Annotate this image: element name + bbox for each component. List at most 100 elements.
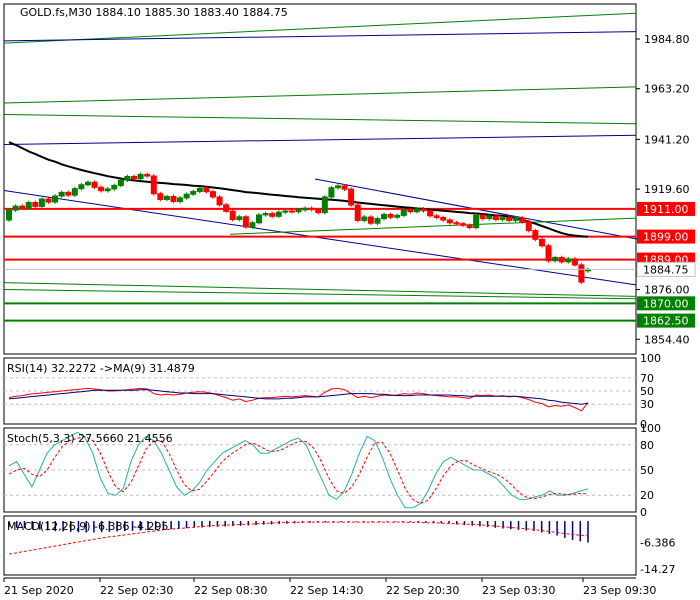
- triangle-lower-line: [229, 217, 637, 235]
- candle-body-15: [104, 188, 111, 192]
- trend-line-4: [3, 134, 637, 145]
- level-badge-1870.00: [637, 296, 695, 311]
- main-ytick-label-1: 1963.20: [644, 83, 690, 96]
- time-tick-label-1: 22 Sep 02:30: [100, 584, 173, 597]
- candle-body-41: [275, 211, 282, 217]
- candle-body-28: [190, 190, 197, 195]
- rsi-ytick-label-4: 0: [640, 418, 647, 431]
- candle-body-66: [440, 216, 447, 221]
- rsi-ytick-label-2: 50: [640, 385, 654, 398]
- trend-line-3: [3, 114, 637, 125]
- candle-body-40: [269, 213, 276, 217]
- rsi-ytick-label-3: 30: [640, 398, 654, 411]
- stoch-main-line: [8, 431, 589, 509]
- trend-line-6: [3, 282, 637, 297]
- candle-body-53: [354, 204, 361, 221]
- time-tick-label-3: 22 Sep 14:30: [290, 584, 363, 597]
- candle-body-73: [486, 215, 493, 220]
- candle-body-79: [525, 221, 532, 232]
- level-badge-label-3: 1870.00: [643, 297, 689, 310]
- candle-body-82: [545, 245, 552, 262]
- candle-body-21: [144, 173, 151, 177]
- level-badge-label-0: 1911.00: [643, 203, 689, 216]
- main-ytick-label-0: 1984.80: [644, 33, 690, 46]
- candle-body-12: [84, 181, 91, 186]
- candle-body-61: [407, 209, 414, 213]
- candle-body-36: [242, 216, 249, 228]
- macd-ytick-label-1: -14.27: [640, 563, 675, 576]
- rsi-ma-line: [8, 389, 589, 405]
- candle-body-34: [229, 210, 236, 221]
- candle-body-14: [98, 186, 105, 192]
- candle-body-47: [315, 209, 322, 214]
- candle-body-77: [512, 217, 519, 221]
- candle-body-80: [532, 230, 539, 240]
- candle-body-58: [387, 213, 394, 218]
- candle-body-38: [256, 214, 263, 224]
- candle-body-48: [321, 196, 328, 214]
- candle-body-39: [262, 213, 269, 216]
- candle-body-87: [578, 264, 585, 283]
- candle-body-6: [45, 198, 52, 203]
- candle-body-42: [282, 210, 289, 213]
- level-badge-1862.50: [637, 313, 695, 328]
- level-badge-1911.00: [637, 201, 695, 216]
- candle-body-67: [446, 219, 453, 224]
- main-pane-frame: [3, 3, 637, 355]
- candle-body-26: [177, 197, 184, 203]
- candle-body-45: [302, 207, 309, 211]
- stoch-ytick-label-2: 50: [640, 464, 654, 477]
- candle-body-84: [558, 257, 565, 263]
- candle-body-59: [394, 214, 401, 218]
- candle-body-31: [209, 191, 216, 198]
- candle-body-32: [216, 196, 223, 206]
- candle-body-49: [328, 187, 335, 198]
- candle-body-86: [571, 258, 578, 266]
- candle-body-55: [367, 216, 374, 224]
- candle-body-30: [203, 187, 210, 193]
- stoch-ytick-label-4: 0: [640, 506, 647, 519]
- candle-body-2: [19, 205, 26, 209]
- candle-body-0: [6, 209, 12, 221]
- candle-body-62: [413, 208, 420, 213]
- time-tick-label-2: 22 Sep 08:30: [194, 584, 267, 597]
- main-ytick-label-6: 1854.40: [644, 333, 690, 346]
- candle-body-1: [12, 205, 19, 211]
- candle-body-64: [427, 210, 434, 217]
- candle-body-57: [381, 213, 388, 220]
- moving-average-line: [8, 141, 589, 238]
- candle-body-54: [361, 216, 368, 221]
- candle-body-35: [236, 216, 243, 221]
- candle-body-3: [25, 201, 32, 209]
- candle-body-71: [473, 214, 480, 229]
- candle-body-63: [420, 208, 427, 212]
- candle-body-10: [71, 188, 78, 196]
- candle-body-46: [308, 207, 315, 211]
- candle-body-24: [163, 196, 170, 200]
- candle-body-16: [111, 184, 118, 190]
- time-tick-label-4: 22 Sep 20:30: [386, 584, 459, 597]
- candle-body-74: [492, 215, 499, 221]
- candle-body-4: [32, 201, 39, 207]
- candle-body-51: [341, 185, 348, 190]
- candle-body-20: [137, 173, 144, 180]
- rsi-ytick-label-1: 70: [640, 372, 654, 385]
- macd-ytick-label-0: -6.386: [640, 537, 675, 550]
- stoch-ytick-label-0: 100: [640, 422, 661, 435]
- candle-body-25: [170, 196, 177, 203]
- candle-body-9: [65, 191, 72, 196]
- time-tick-label-5: 23 Sep 03:30: [482, 584, 555, 597]
- stoch-label: Stoch(5,3,3) 27.5660 21.4556: [7, 432, 173, 445]
- candle-body-44: [295, 209, 302, 213]
- candle-body-13: [91, 181, 98, 188]
- candle-body-18: [124, 175, 131, 181]
- candle-body-70: [466, 224, 473, 229]
- macd-label: MACD(12,26,9) -6.386 -4.295: [7, 520, 168, 533]
- candle-body-50: [334, 185, 341, 189]
- candle-body-29: [196, 187, 203, 192]
- macd-signal-line: [8, 521, 589, 555]
- candle-body-65: [433, 215, 440, 218]
- candle-body-52: [348, 188, 355, 206]
- level-badge-label-1: 1899.00: [643, 231, 689, 244]
